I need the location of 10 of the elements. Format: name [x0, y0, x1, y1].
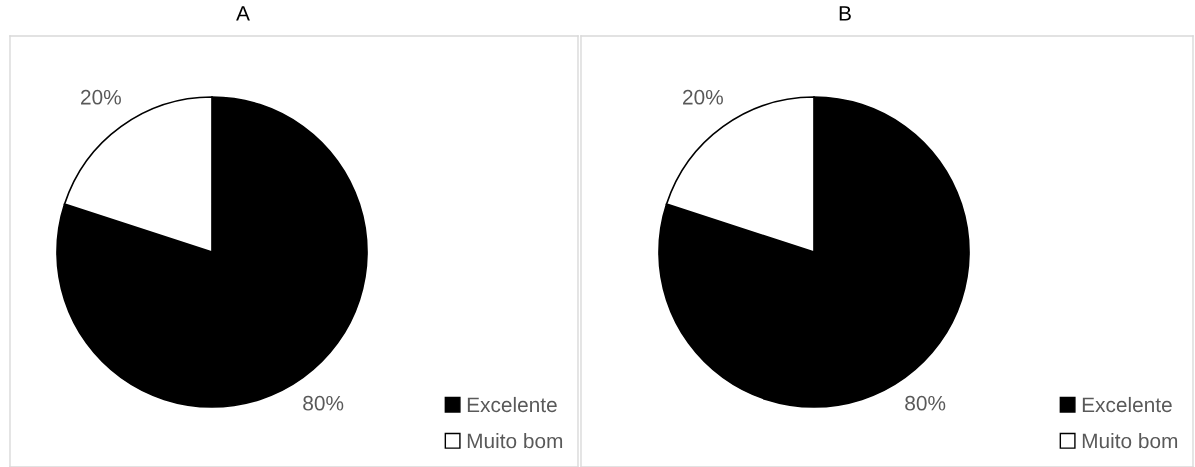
- data-label: 80%: [303, 395, 344, 411]
- data-label: 20%: [81, 89, 121, 105]
- chart-title: A: [236, 6, 250, 21]
- data-label: 80%: [905, 395, 946, 411]
- legend-label: Excelente: [1082, 396, 1172, 413]
- chart-title: B: [839, 6, 851, 21]
- legend-label: Muito bom: [467, 433, 563, 449]
- data-label: 20%: [683, 89, 723, 105]
- legend-label: Excelente: [467, 396, 557, 413]
- legend-label: Muito bom: [1082, 433, 1178, 449]
